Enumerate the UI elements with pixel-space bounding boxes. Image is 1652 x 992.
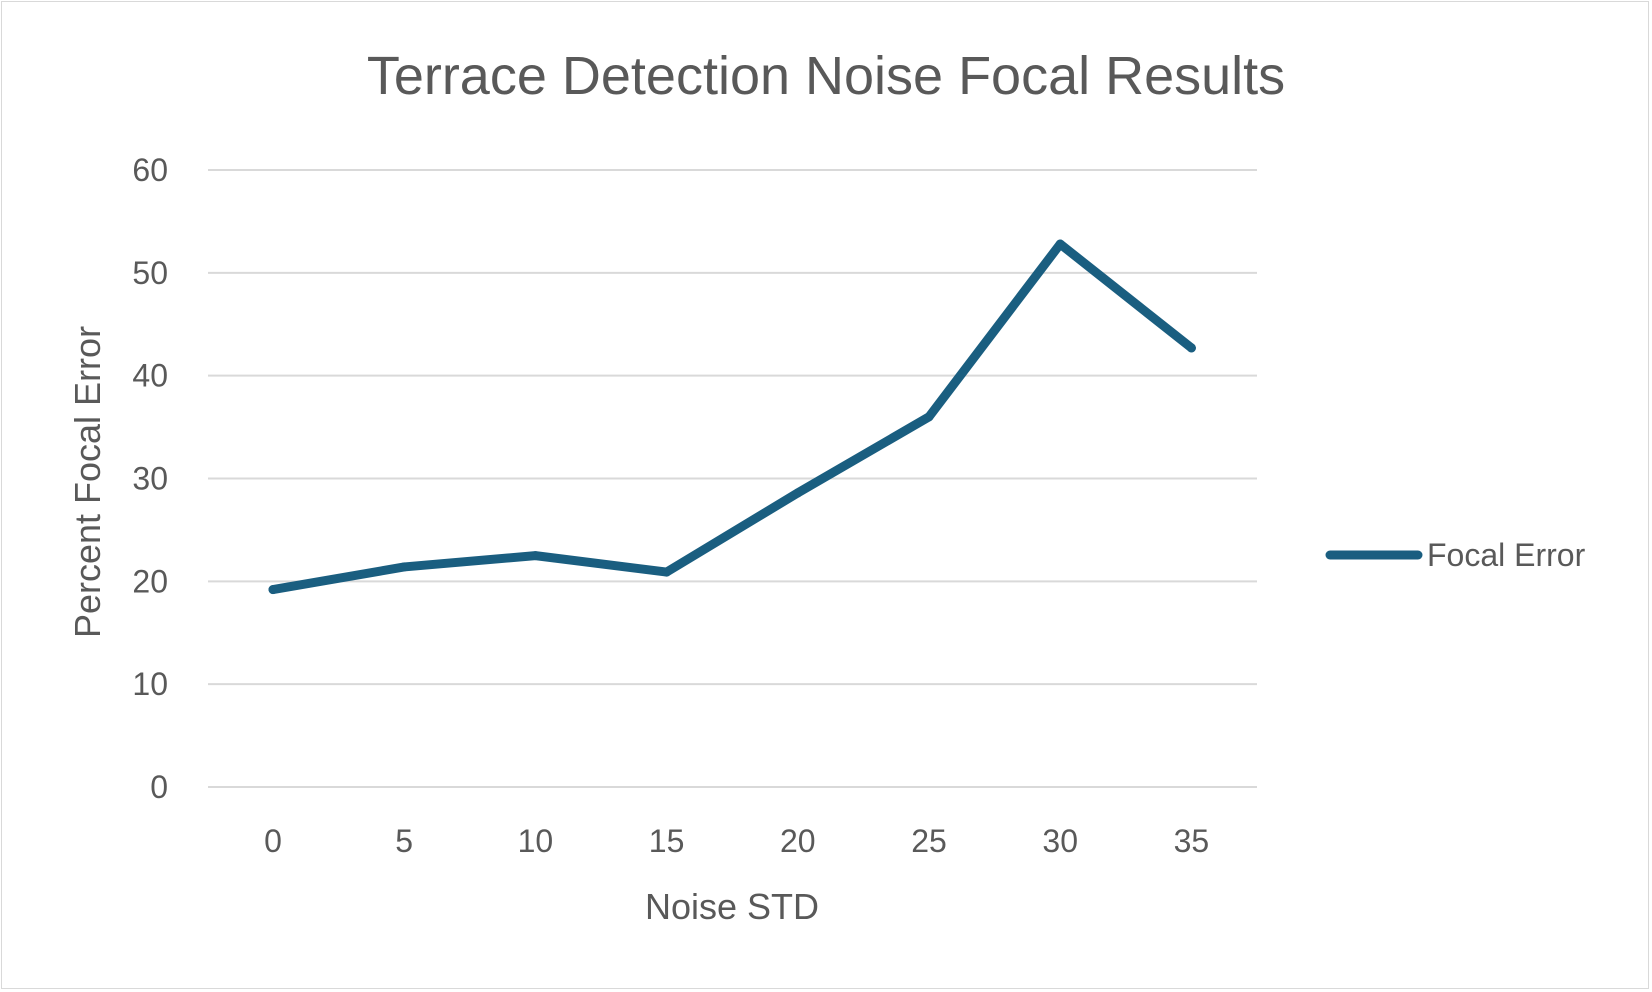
- legend: Focal Error: [1325, 537, 1586, 573]
- y-axis-title: Percent Focal Error: [67, 326, 108, 638]
- data-point: [924, 412, 934, 422]
- series-line-focal-error: [268, 239, 1196, 595]
- y-axis-tick-labels: 0 10 20 30 40 50 60: [132, 152, 168, 805]
- y-tick-label: 10: [132, 666, 168, 702]
- x-tick-label: 30: [1042, 823, 1078, 859]
- x-tick-label: 35: [1174, 823, 1210, 859]
- x-tick-label: 15: [649, 823, 685, 859]
- data-point: [1186, 343, 1196, 353]
- series-layer: [268, 239, 1196, 595]
- y-tick-label: 50: [132, 255, 168, 291]
- y-tick-label: 20: [132, 563, 168, 599]
- data-point: [793, 488, 803, 498]
- data-point: [530, 551, 540, 561]
- chart-title: Terrace Detection Noise Focal Results: [367, 46, 1285, 106]
- y-tick-label: 60: [132, 152, 168, 188]
- data-point: [662, 567, 672, 577]
- y-tick-label: 0: [150, 769, 168, 805]
- x-tick-label: 20: [780, 823, 816, 859]
- x-tick-label: 5: [395, 823, 413, 859]
- x-axis-tick-labels: 0 5 10 15 20 25 30 35: [264, 823, 1209, 859]
- x-tick-label: 10: [518, 823, 554, 859]
- data-point: [268, 585, 278, 595]
- y-tick-label: 40: [132, 358, 168, 394]
- gridlines: [208, 169, 1257, 788]
- legend-label-focal-error: Focal Error: [1427, 537, 1586, 573]
- y-tick-label: 30: [132, 461, 168, 497]
- x-tick-label: 0: [264, 823, 282, 859]
- data-point: [1055, 239, 1065, 249]
- x-tick-label: 25: [911, 823, 947, 859]
- x-axis-title: Noise STD: [645, 886, 819, 927]
- data-point: [399, 562, 409, 572]
